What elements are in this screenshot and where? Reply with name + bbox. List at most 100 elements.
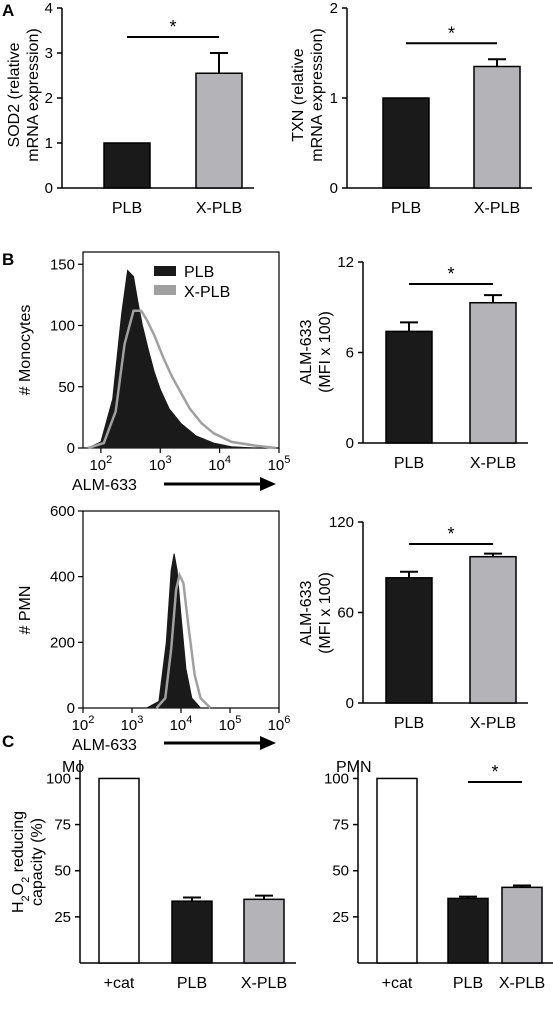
y-tick-label: 2 [330,0,338,17]
x-tick-label: PLB [112,200,142,217]
y-tick-label: 6 [346,345,354,362]
x-tick-label: 104 [170,714,193,734]
x-tick-label: PLB [394,715,424,732]
y-tick-label: 25 [54,909,71,926]
y-tick-label: 100 [324,770,349,787]
y-tick-label: 1 [45,135,53,152]
y-axis-label: mRNA expression) [25,28,42,161]
y-tick-label: 12 [337,254,354,271]
x-arrow-mono [164,477,276,491]
y-tick-label: 120 [329,514,354,531]
x-arrow-pmn [164,736,276,750]
x-tick-label: 105 [219,714,242,734]
x-axis-label: ALM-633 [72,477,137,494]
histogram-b-pmn-hist: 0 200 400 600 102 103 104 105 106 # PMN ALM-633 [17,503,290,754]
y-tick-label: 0 [346,695,354,712]
chart-title-pmn: PMN [336,759,372,776]
y-axis-label: ALM-633 [298,319,315,384]
bar-chart-c-pmn: 25 50 75 100 +cat PLB X-PLB * [324,760,553,992]
y-axis-label: # Monocytes [17,305,34,396]
bar-xplb [243,898,285,964]
y-axis-label: mRNA expression) [309,28,326,161]
panel-label-b: B [2,250,14,269]
histogram-b-mono-hist: 0 50 100 150 102 103 104 105 # Monocytes ALM-633 [17,251,291,494]
x-tick-label: X-PLB [470,455,516,472]
y-axis-label: (MFI x 100) [317,572,334,654]
bar-cat [376,777,418,964]
x-tick-label: 102 [89,454,112,474]
y-axis-label: SOD2 (relative [6,42,23,147]
x-tick-label: 104 [208,454,231,474]
y-tick-label: 0 [45,180,53,197]
bar-xplb [195,72,243,189]
y-axis-label: H2O2 reducing [10,811,32,913]
panel-label-c: C [2,732,14,751]
bar-xplb [473,65,521,189]
legend-label-plb: PLB [184,264,214,281]
y-axis-label: (MFI x 100) [317,311,334,393]
x-tick-label: X-PLB [474,200,520,217]
y-tick-label: 200 [50,634,75,651]
x-tick-label: +cat [382,975,413,992]
y-tick-label: 50 [58,379,75,396]
x-tick-label: 103 [121,714,144,734]
bar-chart-a-txn: 0 1 2 PLB X-PLB * TXN (relative mRNA expression… [290,0,532,217]
legend-label-xplb: X-PLB [184,284,230,301]
histogram-plb [87,269,256,449]
y-tick-label: 0 [67,700,75,717]
chart-title-mo: Mo [62,759,84,776]
y-tick-label: 100 [50,318,75,335]
significance-star: * [491,762,498,782]
y-tick-label: 2 [45,90,53,107]
y-tick-label: 0 [330,180,338,197]
bar-xplb [501,886,543,964]
bar-cat [98,777,140,964]
y-tick-label: 0 [346,435,354,452]
x-tick-label: 105 [268,454,291,474]
x-tick-label: 103 [149,454,172,474]
bar-plb [385,330,433,444]
x-tick-label: PLB [453,975,483,992]
bar-xplb [469,301,517,444]
y-axis-label: ALM-633 [298,580,315,645]
y-tick-label: 4 [45,0,53,17]
y-axis-label: # PMN [17,586,34,635]
legend-swatch-xplb [154,285,176,295]
x-tick-label: 102 [72,714,95,734]
y-tick-label: 3 [45,45,53,62]
x-tick-label: PLB [391,200,421,217]
bar-xplb [469,555,517,704]
x-tick-label: PLB [177,975,207,992]
histogram-xplb [87,309,277,450]
bar-plb [382,97,430,189]
bar-chart-c-mo: 25 50 75 100 +cat PLB X-PLB H2O2 reducing capaci… [10,760,296,992]
hist-legend: PLB X-PLB [154,264,230,301]
x-tick-label: X-PLB [196,200,242,217]
bar-plb [171,900,213,964]
histogram-xplb [155,571,212,709]
x-tick-label: X-PLB [241,975,287,992]
x-tick-label: PLB [394,455,424,472]
bar-plb [103,142,151,189]
significance-star: * [447,264,454,284]
bar-chart-b-pmn-bar: 0 60 120 PLB X-PLB * ALM-633 (MFI x 100) [298,514,528,732]
x-axis-label: ALM-633 [72,737,137,754]
significance-star: * [448,23,455,43]
bar-chart-a-sod2: 0 1 2 3 4 PLB X-PLB * SOD2 (relative mRNA express… [6,0,254,217]
y-axis-label: TXN (relative [290,48,307,141]
significance-star: * [169,17,176,37]
y-tick-label: 60 [337,605,354,622]
y-axis-label: capacity (%) [29,818,46,906]
legend-swatch-plb [154,266,176,276]
bar-plb [385,577,433,704]
panel-label-a: A [2,1,14,20]
x-tick-label: 106 [268,714,291,734]
y-tick-label: 400 [50,569,75,586]
y-tick-label: 100 [46,770,71,787]
bar-chart-b-mono-bar: 0 6 12 PLB X-PLB * ALM-633 (MFI x 100) [298,254,528,472]
y-tick-label: 600 [50,503,75,520]
x-tick-label: X-PLB [470,715,516,732]
y-tick-label: 150 [50,256,75,273]
x-tick-label: +cat [104,975,135,992]
